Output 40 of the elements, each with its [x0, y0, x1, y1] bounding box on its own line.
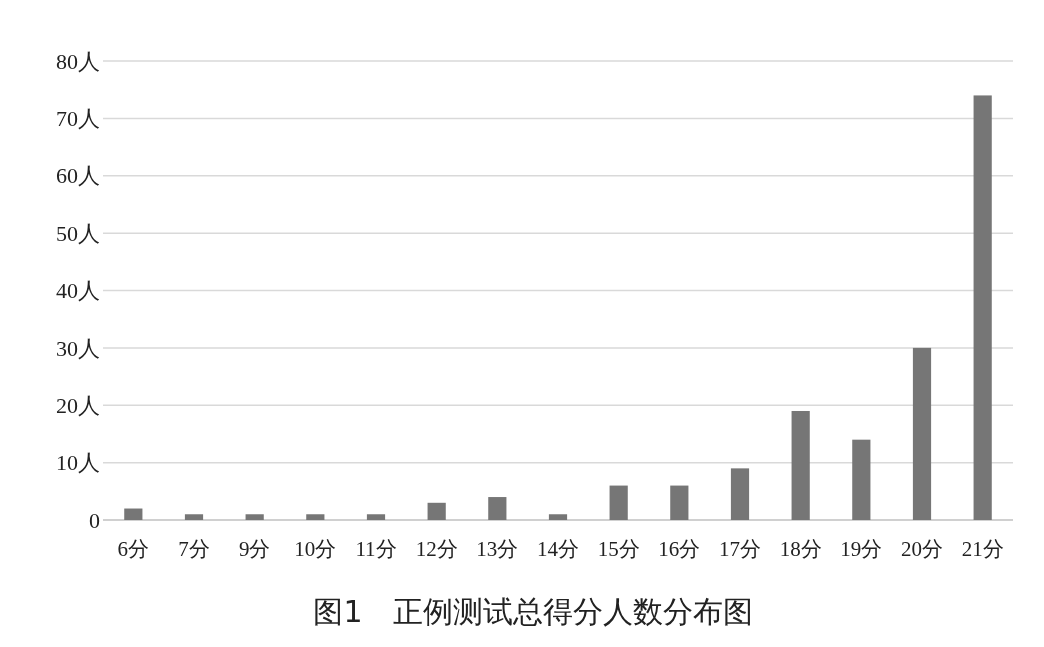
x-tick-label: 9分 [238, 537, 271, 561]
bar [306, 514, 325, 520]
x-tick-label: 10分 [294, 537, 337, 561]
x-tick-label: 18分 [779, 537, 822, 561]
text: 图1 正例测试总得分人数分布图 [313, 594, 753, 629]
x-tick-label: 21分 [961, 537, 1004, 561]
x-tick-label: 19分 [840, 537, 883, 561]
bar [670, 485, 689, 520]
y-tick-label: 70人 [56, 106, 100, 132]
bar [791, 410, 810, 520]
bar [488, 497, 507, 520]
bar [852, 439, 871, 520]
x-tick-label: 14分 [537, 537, 579, 561]
y-tick-label: 50人 [56, 220, 100, 246]
x-tick-label: 17分 [719, 537, 761, 561]
x-tick-label: 20分 [901, 537, 943, 561]
x-tick-label: 12分 [415, 537, 458, 561]
y-tick-label: 20人 [56, 392, 100, 418]
x-tick-label: 11分 [355, 537, 397, 561]
bar [427, 502, 446, 520]
bar [730, 468, 750, 520]
y-tick-label: 40人 [56, 278, 100, 304]
bar [124, 508, 143, 520]
y-tick-label: 30人 [56, 335, 100, 361]
x-tick-label: 6分 [117, 537, 150, 561]
bar [973, 95, 992, 520]
bar [366, 514, 386, 520]
x-tick-label: 16分 [658, 537, 701, 561]
bar [548, 514, 568, 520]
y-tick-label: 80人 [56, 48, 100, 74]
bar [609, 485, 628, 520]
y-tick-label: 0 [89, 507, 100, 533]
bar [184, 514, 204, 520]
y-tick-label: 60人 [56, 163, 100, 189]
y-tick-label: 10人 [56, 450, 100, 476]
x-tick-label: 7分 [178, 537, 210, 561]
x-tick-label: 13分 [476, 537, 519, 561]
bar [912, 347, 932, 520]
x-tick-label: 15分 [597, 537, 640, 561]
bar [245, 514, 264, 520]
